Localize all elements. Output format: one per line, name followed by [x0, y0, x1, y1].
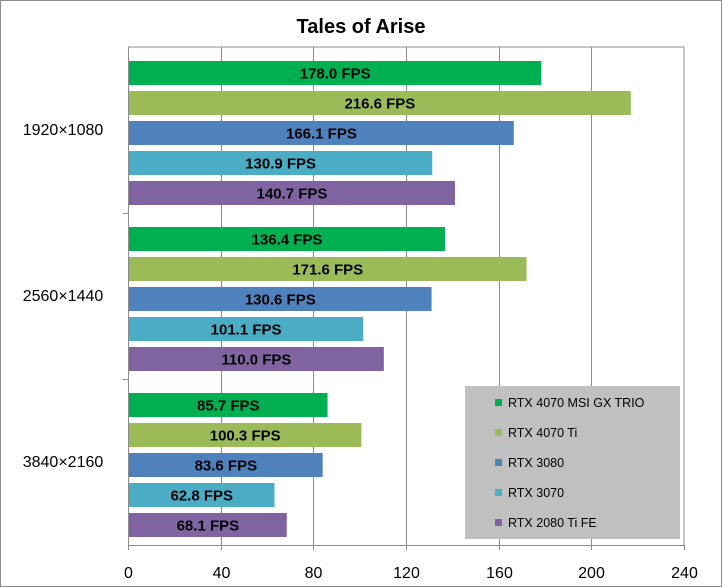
data-label: 83.6 FPS — [195, 458, 258, 475]
bar — [129, 151, 433, 175]
legend: RTX 4070 MSI GX TRIO RTX 4070 Ti RTX 3080 R… — [465, 386, 680, 539]
category-label: 1920×1080 — [23, 122, 104, 139]
bar — [129, 61, 542, 85]
x-tick-label: 40 — [213, 565, 231, 582]
legend-entry: RTX 4070 Ti — [508, 426, 577, 440]
bar — [129, 91, 631, 115]
legend-entry: RTX 3070 — [508, 486, 564, 500]
data-label: 100.3 FPS — [210, 428, 281, 445]
data-label: 62.8 FPS — [170, 488, 233, 505]
legend-swatch — [495, 519, 502, 526]
data-label: 166.1 FPS — [286, 126, 357, 143]
x-tick-label: 160 — [486, 565, 513, 582]
legend-swatch — [495, 489, 502, 496]
x-tick-label: 80 — [305, 565, 323, 582]
bar — [129, 287, 432, 311]
data-label: 101.1 FPS — [211, 322, 282, 339]
category-label: 2560×1440 — [23, 288, 104, 305]
data-label: 216.6 FPS — [344, 96, 415, 113]
data-label: 85.7 FPS — [197, 398, 260, 415]
bar — [129, 227, 445, 251]
x-tick-label: 200 — [578, 565, 605, 582]
chart-title: Tales of Arise — [297, 16, 426, 38]
bar — [129, 513, 287, 537]
data-label: 178.0 FPS — [300, 66, 371, 83]
bar — [129, 257, 527, 281]
legend-swatch — [495, 429, 502, 436]
data-label: 136.4 FPS — [252, 232, 323, 249]
data-label: 171.6 FPS — [292, 262, 363, 279]
data-label: 140.7 FPS — [257, 186, 328, 203]
bar — [129, 423, 362, 447]
legend-swatch — [495, 399, 502, 406]
x-tick-label: 0 — [124, 565, 133, 582]
bar — [129, 483, 275, 507]
x-tick-label: 120 — [393, 565, 420, 582]
bar — [129, 347, 384, 371]
legend-swatch — [495, 459, 502, 466]
x-tick-label: 240 — [671, 565, 698, 582]
bar — [129, 121, 514, 145]
legend-entry: RTX 2080 Ti FE — [508, 516, 597, 530]
axes-group: 0 40 80 120 160 200 240 1920×1080 2560×1440 3840×… — [23, 47, 698, 582]
legend-entry: RTX 4070 MSI GX TRIO — [508, 396, 645, 410]
bar — [129, 181, 455, 205]
bar — [129, 393, 328, 417]
bar — [129, 317, 364, 341]
category-label: 3840×2160 — [23, 454, 104, 471]
data-label: 68.1 FPS — [177, 518, 240, 535]
data-label: 130.9 FPS — [245, 156, 316, 173]
bars-group: 178.0 FPS 216.6 FPS 166.1 FPS 130.9 FPS 140.… — [129, 61, 631, 537]
legend-entry: RTX 3080 — [508, 456, 564, 470]
data-label: 130.6 FPS — [245, 292, 316, 309]
bar — [129, 453, 323, 477]
data-label: 110.0 FPS — [221, 352, 291, 369]
